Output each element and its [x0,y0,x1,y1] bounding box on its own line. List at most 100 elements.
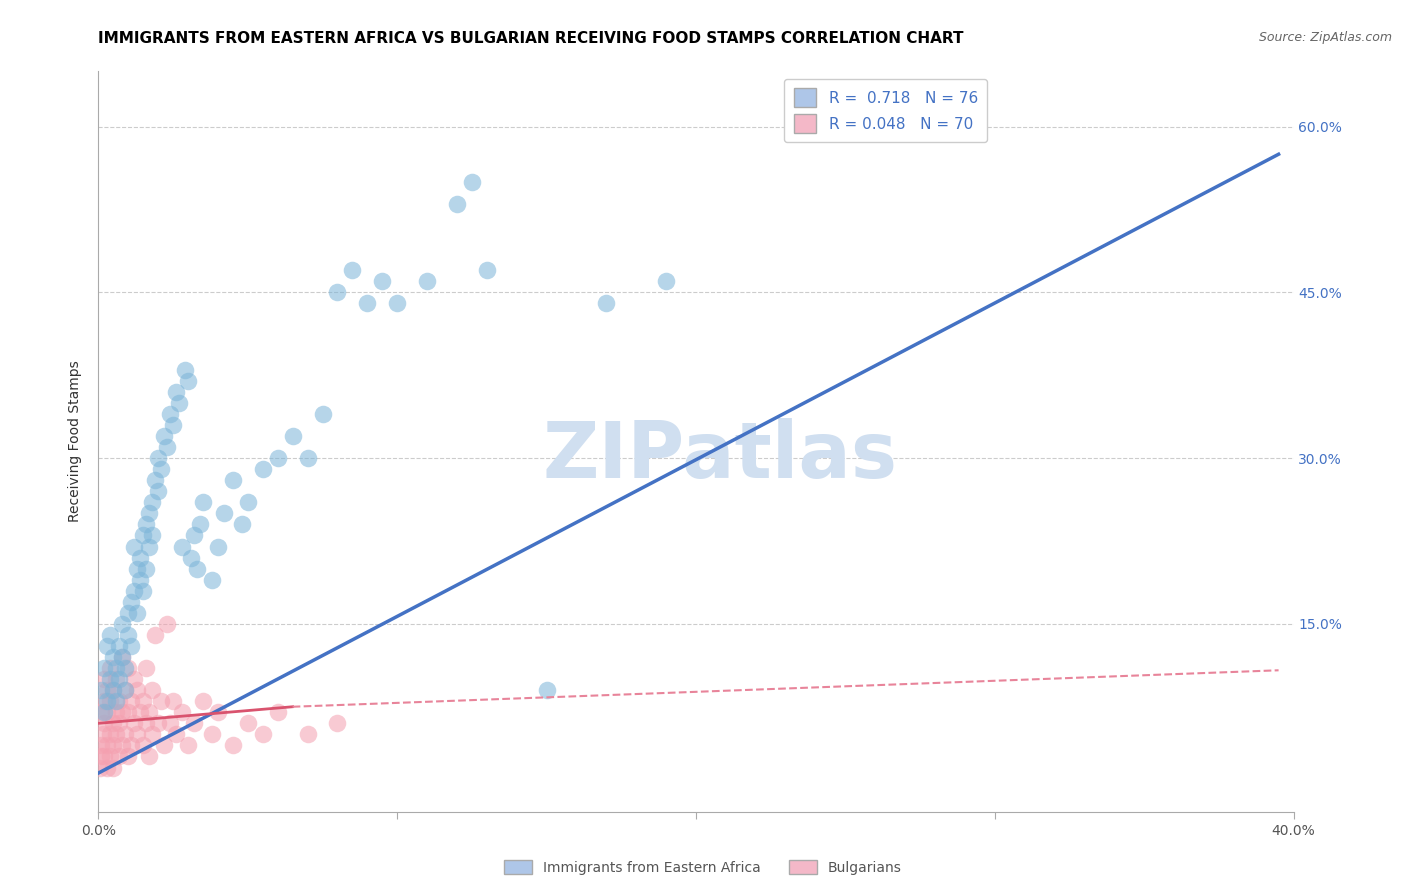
Point [536,683,558,698]
Point [267,706,290,720]
Point [212,507,235,521]
Point [222,473,245,487]
Point [103,716,125,731]
Point [111,650,134,665]
Point [183,716,205,731]
Point [156,616,179,631]
Point [114,683,136,698]
Point [143,473,166,487]
Point [93,706,115,720]
Point [167,396,190,410]
Point [138,706,160,720]
Point [135,561,157,575]
Point [138,749,160,764]
Point [281,429,304,443]
Point [120,694,142,708]
Point [191,495,214,509]
Point [127,561,149,575]
Point [183,528,205,542]
Point [98,661,122,675]
Point [132,694,155,708]
Point [96,706,118,720]
Point [267,451,290,466]
Point [148,484,170,499]
Point [207,706,229,720]
Point [117,706,139,720]
Point [371,274,394,288]
Point [156,440,179,454]
Point [138,507,160,521]
Point [461,175,484,189]
Point [124,716,146,731]
Point [141,528,163,542]
Point [111,616,134,631]
Point [124,583,146,598]
Point [93,749,115,764]
Point [252,727,274,741]
Point [96,739,118,753]
Point [297,451,319,466]
Point [98,727,122,741]
Point [117,606,139,620]
Point [98,628,122,642]
Point [90,706,112,720]
Point [416,274,439,288]
Point [108,639,131,653]
Point [150,694,173,708]
Legend: Immigrants from Eastern Africa, Bulgarians: Immigrants from Eastern Africa, Bulgaria… [499,855,907,880]
Legend: R =  0.718   N = 76, R = 0.048   N = 70: R = 0.718 N = 76, R = 0.048 N = 70 [785,79,987,142]
Point [165,384,187,399]
Point [191,694,214,708]
Point [231,517,253,532]
Point [356,296,378,310]
Point [595,296,617,310]
Point [165,727,187,741]
Point [236,716,259,731]
Point [172,540,194,554]
Point [105,694,128,708]
Text: IMMIGRANTS FROM EASTERN AFRICA VS BULGARIAN RECEIVING FOOD STAMPS CORRELATION CH: IMMIGRANTS FROM EASTERN AFRICA VS BULGAR… [98,31,965,46]
Point [105,727,128,741]
Point [96,760,118,774]
Point [103,683,125,698]
Point [105,706,128,720]
Point [174,362,197,376]
Point [129,550,152,565]
Point [135,716,157,731]
Point [180,550,202,565]
Point [385,296,409,310]
Point [172,706,194,720]
Point [129,573,152,587]
Point [129,706,152,720]
Point [311,407,333,421]
Point [159,716,181,731]
Point [655,274,678,288]
Point [103,739,125,753]
Point [446,197,468,211]
Point [150,462,173,476]
Point [103,760,125,774]
Point [114,683,136,698]
Point [135,517,157,532]
Point [96,639,118,653]
Point [96,694,118,708]
Point [201,727,224,741]
Point [153,739,176,753]
Point [120,639,142,653]
Point [162,694,184,708]
Point [153,429,176,443]
Point [342,263,364,277]
Point [326,285,349,300]
Point [103,683,125,698]
Point [108,694,131,708]
Point [117,749,139,764]
Point [93,661,115,675]
Point [127,683,149,698]
Point [132,583,155,598]
Point [201,573,224,587]
Point [105,672,128,686]
Point [124,672,146,686]
Point [326,716,349,731]
Point [159,407,181,421]
Point [90,749,112,764]
